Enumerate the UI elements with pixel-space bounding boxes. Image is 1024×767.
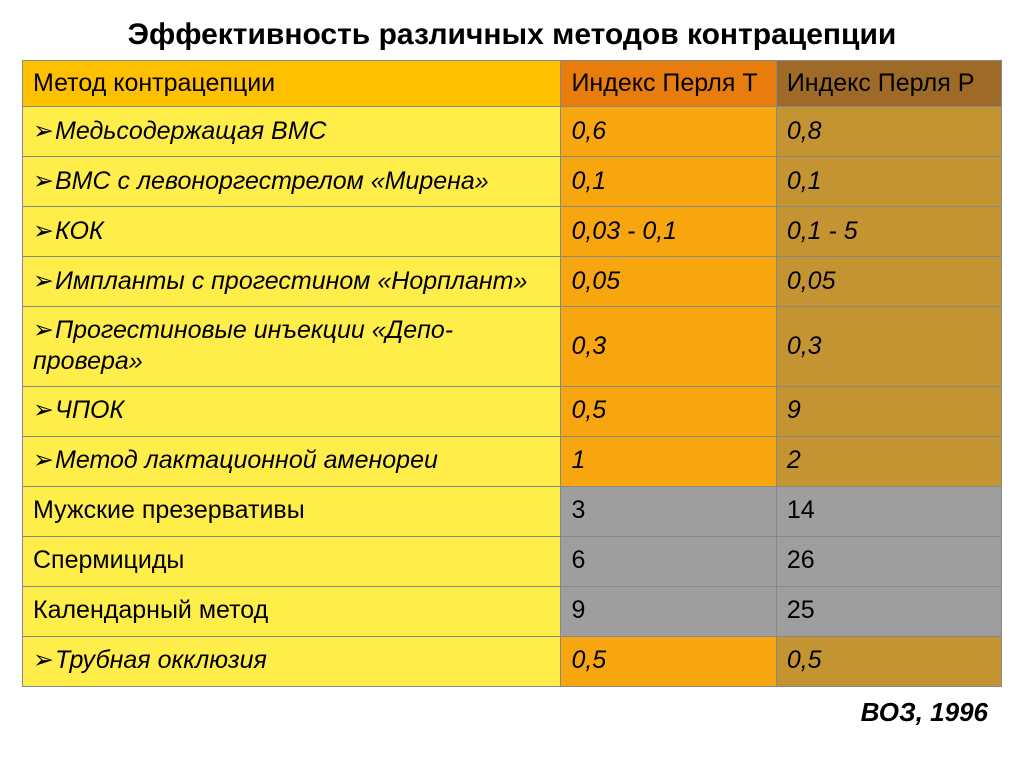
cell-pearl-p: 0,1 - 5 xyxy=(776,207,1001,257)
bullet-icon: ➢ xyxy=(33,315,55,346)
cell-pearl-p: 9 xyxy=(776,386,1001,436)
bullet-icon: ➢ xyxy=(33,216,55,247)
cell-method: Мужские презервативы xyxy=(23,486,561,536)
bullet-icon: ➢ xyxy=(33,116,55,147)
method-label: ЧПОК xyxy=(55,396,124,424)
cell-method: ➢КОК xyxy=(23,207,561,257)
method-label: Трубная окклюзия xyxy=(55,646,267,674)
cell-pearl-t: 3 xyxy=(561,486,776,536)
method-label: Мужские презервативы xyxy=(33,496,305,524)
col-header-pearl-t: Индекс Перля Т xyxy=(561,61,776,107)
cell-pearl-p: 0,05 xyxy=(776,257,1001,307)
cell-pearl-t: 0,5 xyxy=(561,636,776,686)
table-row: ➢Метод лактационной аменореи12 xyxy=(23,436,1002,486)
cell-pearl-p: 26 xyxy=(776,536,1001,586)
cell-method: ➢ВМС с левоноргестрелом «Мирена» xyxy=(23,157,561,207)
cell-pearl-t: 6 xyxy=(561,536,776,586)
cell-method: ➢Прогестиновые инъекции «Депо-провера» xyxy=(23,307,561,387)
cell-method: Календарный метод xyxy=(23,586,561,636)
cell-pearl-t: 0,3 xyxy=(561,307,776,387)
method-label: Прогестиновые инъекции «Депо-провера» xyxy=(33,316,453,375)
table-header-row: Метод контрацепции Индекс Перля Т Индекс… xyxy=(23,61,1002,107)
cell-pearl-p: 0,3 xyxy=(776,307,1001,387)
method-label: Медьсодержащая ВМС xyxy=(55,117,327,145)
cell-pearl-p: 2 xyxy=(776,436,1001,486)
cell-method: Спермициды xyxy=(23,536,561,586)
cell-method: ➢ЧПОК xyxy=(23,386,561,436)
table-row: ➢КОК0,03 - 0,10,1 - 5 xyxy=(23,207,1002,257)
col-header-method: Метод контрацепции xyxy=(23,61,561,107)
table-body: ➢Медьсодержащая ВМС0,60,8➢ВМС с левонорг… xyxy=(23,107,1002,687)
cell-pearl-t: 0,03 - 0,1 xyxy=(561,207,776,257)
source-footer: ВОЗ, 1996 xyxy=(22,697,1002,728)
cell-method: ➢Медьсодержащая ВМС xyxy=(23,107,561,157)
table-row: ➢Импланты с прогестином «Норплант»0,050,… xyxy=(23,257,1002,307)
method-label: Календарный метод xyxy=(33,596,268,624)
table-row: ➢ВМС с левоноргестрелом «Мирена»0,10,1 xyxy=(23,157,1002,207)
cell-method: ➢Трубная окклюзия xyxy=(23,636,561,686)
method-label: КОК xyxy=(55,217,104,245)
table-row: ➢Трубная окклюзия0,50,5 xyxy=(23,636,1002,686)
cell-method: ➢Метод лактационной аменореи xyxy=(23,436,561,486)
table-row: ➢Медьсодержащая ВМС0,60,8 xyxy=(23,107,1002,157)
bullet-icon: ➢ xyxy=(33,266,55,297)
table-row: ➢ЧПОК0,59 xyxy=(23,386,1002,436)
method-label: Спермициды xyxy=(33,546,184,574)
method-label: Импланты с прогестином «Норплант» xyxy=(55,267,527,295)
cell-pearl-p: 0,1 xyxy=(776,157,1001,207)
page-title: Эффективность различных методов контраце… xyxy=(22,18,1002,52)
cell-pearl-p: 14 xyxy=(776,486,1001,536)
table-row: ➢Прогестиновые инъекции «Депо-провера»0,… xyxy=(23,307,1002,387)
cell-pearl-t: 9 xyxy=(561,586,776,636)
efficiency-table: Метод контрацепции Индекс Перля Т Индекс… xyxy=(22,60,1002,687)
table-row: Календарный метод 925 xyxy=(23,586,1002,636)
table-row: Мужские презервативы 314 xyxy=(23,486,1002,536)
method-label: Метод лактационной аменореи xyxy=(55,446,438,474)
method-label: ВМС с левоноргестрелом «Мирена» xyxy=(55,167,489,195)
cell-pearl-t: 0,5 xyxy=(561,386,776,436)
col-header-pearl-p: Индекс Перля Р xyxy=(776,61,1001,107)
cell-pearl-t: 1 xyxy=(561,436,776,486)
cell-pearl-p: 0,5 xyxy=(776,636,1001,686)
cell-pearl-t: 0,1 xyxy=(561,157,776,207)
cell-pearl-t: 0,05 xyxy=(561,257,776,307)
bullet-icon: ➢ xyxy=(33,166,55,197)
cell-method: ➢Импланты с прогестином «Норплант» xyxy=(23,257,561,307)
cell-pearl-p: 25 xyxy=(776,586,1001,636)
bullet-icon: ➢ xyxy=(33,395,55,426)
cell-pearl-p: 0,8 xyxy=(776,107,1001,157)
bullet-icon: ➢ xyxy=(33,645,55,676)
bullet-icon: ➢ xyxy=(33,445,55,476)
table-row: Спермициды 626 xyxy=(23,536,1002,586)
cell-pearl-t: 0,6 xyxy=(561,107,776,157)
